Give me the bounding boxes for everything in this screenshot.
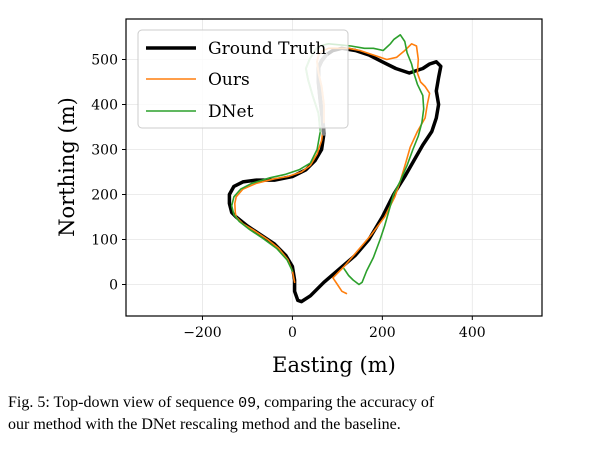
caption-sequence: 09 [238, 395, 257, 412]
y-axis-label: Northing (m) [55, 97, 79, 237]
x-axis-label: Easting (m) [272, 353, 396, 377]
y-tick-label: 300 [91, 143, 118, 159]
legend-label-ground-truth: Ground Truth [208, 39, 326, 59]
y-tick-label: 200 [91, 188, 118, 204]
figure-caption: Fig. 5: Top-down view of sequence 09, co… [8, 392, 598, 435]
legend-label-dnet: DNet [208, 102, 254, 122]
y-tick-label: 0 [109, 278, 118, 294]
legend-label-ours: Ours [208, 70, 250, 90]
y-tick-label: 400 [91, 98, 118, 114]
legend-box [137, 29, 349, 129]
plot-frame [125, 18, 543, 317]
x-tick-label: 200 [369, 325, 396, 341]
axis-ticks: −200 0 200 400 0 100 200 300 400 500 [91, 53, 485, 342]
caption-prefix: Fig. 5: Top-down view of sequence [8, 394, 239, 411]
x-tick-label: 400 [459, 325, 486, 341]
series-line-dnet [230, 34, 425, 286]
legend: Ground Truth Ours DNet [137, 29, 349, 129]
x-tick-label: −200 [183, 325, 221, 341]
x-tick-label: 0 [288, 325, 297, 341]
caption-line1-suffix: , comparing the accuracy of [256, 394, 435, 411]
y-tick-label: 100 [91, 233, 118, 249]
y-tick-label: 500 [91, 53, 118, 69]
caption-line2: our method with the DNet rescaling metho… [8, 416, 401, 433]
